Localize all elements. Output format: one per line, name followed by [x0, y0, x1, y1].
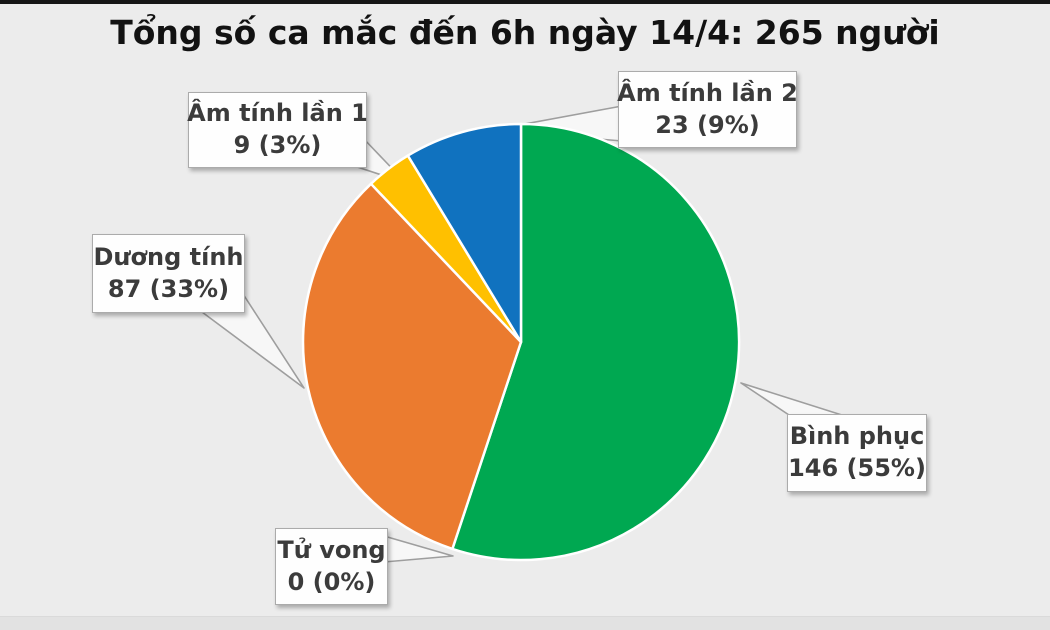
callout-am-tinh-lan-2: Âm tính lần 2 23 (9%) [617, 71, 798, 148]
callout-label: Tử vong [277, 535, 386, 564]
pie-slice-3 [301, 182, 523, 551]
callout-value: 23 (9%) [655, 110, 760, 139]
callout-label: Âm tính lần 1 [187, 99, 368, 128]
callout-binh-phuc: Bình phục 146 (55%) [787, 414, 927, 492]
callout-label: Bình phục [789, 422, 925, 451]
bottom-border-strip [0, 616, 1050, 630]
pie-slice-5 [406, 122, 523, 344]
callout-label: Âm tính lần 2 [617, 78, 798, 107]
callout-value: 0 (0%) [287, 567, 376, 596]
callout-am-tinh-lan-1: Âm tính lần 1 9 (3%) [187, 92, 368, 168]
callout-tu-vong: Tử vong 0 (0%) [275, 528, 388, 605]
callout-value: 87 (33%) [107, 274, 230, 303]
callout-duong-tinh: Dương tính 87 (33%) [92, 234, 245, 313]
callout-label: Dương tính [93, 242, 244, 271]
pie-slice-1 [451, 122, 741, 562]
callout-value: 146 (55%) [788, 454, 926, 482]
top-border-strip [0, 0, 1050, 4]
callout-value: 9 (3%) [233, 131, 322, 159]
chart-title: Tổng số ca mắc đến 6h ngày 14/4: 265 ngư… [110, 13, 940, 52]
callout-pointer-binh-phuc [740, 382, 846, 418]
